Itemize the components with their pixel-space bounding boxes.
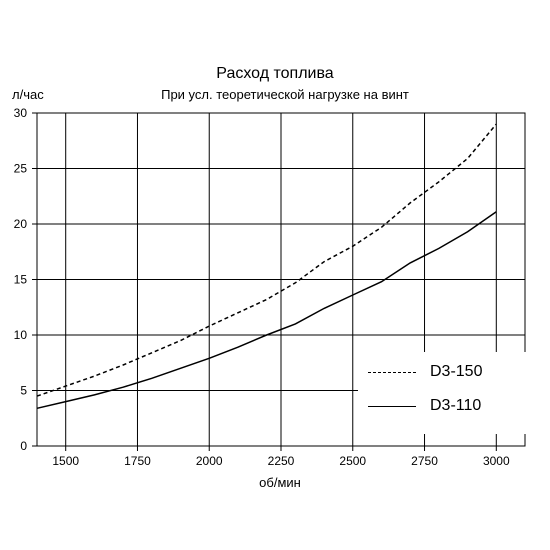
legend-item-d3-110: D3-110 <box>368 397 518 417</box>
y-tick-label: 10 <box>14 328 28 342</box>
x-tick-label: 1750 <box>124 454 151 468</box>
x-tick-label: 2750 <box>411 454 438 468</box>
y-tick-label: 5 <box>20 384 27 398</box>
x-tick-label: 1500 <box>52 454 79 468</box>
y-tick-label: 20 <box>14 217 28 231</box>
legend-label-d3-150: D3-150 <box>430 363 483 380</box>
legend-solid-line <box>368 406 416 407</box>
legend-dashed-line <box>368 372 416 373</box>
x-tick-label: 2500 <box>339 454 366 468</box>
legend-label-d3-110: D3-110 <box>430 397 482 414</box>
legend-item-d3-150: D3-150 <box>368 363 518 383</box>
x-tick-label: 3000 <box>483 454 510 468</box>
y-tick-label: 30 <box>14 106 28 120</box>
series-lines <box>36 123 497 410</box>
y-tick-label: 25 <box>14 162 28 176</box>
series-line-d3-150 <box>36 123 497 397</box>
series-line-d3-110 <box>36 211 497 410</box>
x-tick-label: 2250 <box>268 454 295 468</box>
x-tick-label: 2000 <box>196 454 223 468</box>
y-tick-label: 0 <box>20 439 27 453</box>
y-tick-label: 15 <box>14 273 28 287</box>
plot-frame <box>36 112 526 447</box>
y-axis-label: л/час <box>12 87 44 102</box>
legend: D3-150 D3-110 <box>358 352 528 434</box>
chart-title: Расход топлива <box>216 65 334 82</box>
x-axis-label: об/мин <box>259 475 301 490</box>
chart-subtitle: При усл. теоретической нагрузке на винт <box>161 87 409 102</box>
axis-ticks: 1500 1750 2000 2250 2500 2750 3000 0 5 10 15 20 25 30 <box>14 106 510 468</box>
